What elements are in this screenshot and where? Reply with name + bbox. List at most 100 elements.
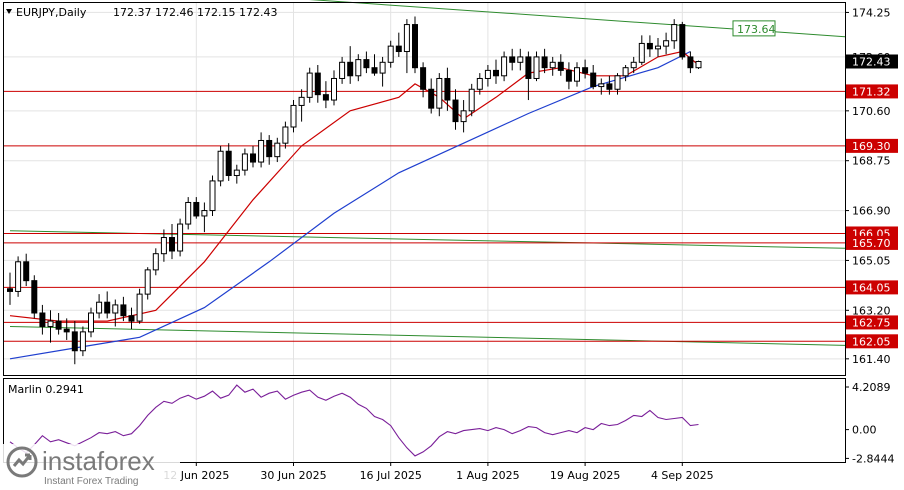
x-tick-label: 30 Jun 2025 [260, 469, 326, 482]
candle-body [209, 180, 216, 212]
candle-body [225, 150, 232, 177]
green-line-tag: 173.64 [737, 23, 776, 36]
candle-body [436, 77, 443, 109]
candle-body [39, 312, 46, 327]
candle-body [476, 77, 483, 90]
candle-body [687, 56, 694, 69]
price-pane-frame [3, 2, 846, 376]
candle-body [177, 223, 184, 252]
horizontal-levels [4, 90, 845, 342]
green-trend-line [309, 0, 846, 38]
level-tag: 164.05 [852, 281, 891, 294]
candle-body [460, 110, 467, 123]
level-tag-bg [846, 315, 898, 330]
level-tag-bg [846, 84, 898, 99]
candle-body [387, 45, 394, 63]
candle-body [79, 331, 86, 352]
candle-body [679, 24, 686, 58]
candle-body [501, 56, 508, 77]
y-tick-label: 165.05 [852, 254, 891, 267]
level-tag-bg [846, 235, 898, 250]
indicator-pane-frame [3, 378, 846, 463]
level-tag: 169.30 [852, 140, 891, 153]
dropdown-triangle-icon[interactable] [6, 9, 12, 14]
candle-body [468, 88, 475, 112]
candle-body [517, 56, 524, 63]
candle-body [622, 67, 629, 77]
candle-body [63, 328, 70, 333]
candle-body [31, 280, 38, 314]
candle-body [233, 169, 240, 177]
candle-body [444, 77, 451, 101]
candle-body [428, 88, 435, 109]
candle-body [339, 61, 346, 79]
candle-body [331, 77, 337, 101]
candle-body [663, 40, 670, 47]
candle-body [23, 261, 30, 282]
candle-body [671, 24, 678, 42]
grid-lines [4, 3, 845, 462]
y-tick-label: 166.90 [852, 205, 891, 218]
brand-name: instaforex [42, 446, 155, 476]
y-tick-label: 170.60 [852, 105, 891, 118]
candle-body [136, 293, 143, 322]
candle-body [379, 61, 386, 74]
candle-body [614, 75, 621, 90]
candle-body [420, 67, 427, 90]
chart-ohlc: 172.37 172.46 172.15 172.43 [113, 6, 277, 19]
y-tick-label: 174.25 [852, 6, 891, 19]
candle-body [104, 301, 111, 314]
y-tick-label: 168.75 [852, 155, 891, 168]
candle-body [403, 24, 410, 53]
indicator-label: Marlin 0.2941 [8, 383, 84, 396]
candles [7, 16, 702, 365]
x-tick-label: 16 Jul 2025 [360, 469, 422, 482]
candle-body [412, 24, 418, 69]
candle-body [695, 60, 702, 69]
candle-body [217, 150, 224, 182]
candle-body [193, 201, 200, 217]
y-tick-label: 163.20 [852, 304, 891, 317]
candle-body [598, 83, 605, 88]
candle-body [565, 69, 572, 82]
instaforex-logo: instaforex Instant Forex Trading [0, 444, 180, 490]
osc-tick-label: -2.8444 [852, 452, 894, 465]
level-tag: 162.05 [852, 335, 891, 348]
candle-body [250, 153, 256, 163]
candle-body [241, 153, 248, 171]
price-tags: 171.32169.30166.05165.70164.05162.75162.… [732, 20, 898, 349]
candle-body [314, 72, 321, 96]
candle-body [541, 56, 548, 69]
candle-body [15, 261, 22, 292]
candle-body [582, 67, 589, 74]
candle-body [549, 61, 556, 69]
candle-body [322, 94, 329, 101]
x-tick-label: 1 Aug 2025 [456, 469, 519, 482]
candle-body [484, 69, 491, 79]
candle-body [347, 61, 354, 77]
oscillator-pane [9, 384, 699, 457]
candle-body [47, 320, 54, 327]
candle-body [363, 59, 370, 69]
x-tick-label: 19 Aug 2025 [550, 469, 620, 482]
brand-tagline: Instant Forex Trading [44, 476, 139, 487]
candle-body [395, 45, 402, 53]
y-tick-label: 161.40 [852, 353, 891, 366]
level-tag-bg [846, 280, 898, 295]
candle-body [638, 42, 645, 63]
current-price-tag: 172.43 [852, 55, 891, 68]
candle-body [282, 126, 289, 144]
level-tag: 162.75 [852, 316, 891, 329]
candle-body [493, 69, 499, 77]
candle-body [152, 253, 159, 271]
current-price-tag-bg [846, 54, 898, 69]
instaforex-logo-icon [6, 446, 38, 478]
candle-body [298, 96, 305, 106]
candle-body [160, 237, 167, 255]
green-trend-line [9, 325, 846, 346]
osc-tick-label: 0.00 [852, 424, 877, 437]
chart-symbol: EURJPY,Daily [16, 6, 87, 19]
candle-body [590, 72, 597, 88]
candle-body [630, 61, 637, 69]
